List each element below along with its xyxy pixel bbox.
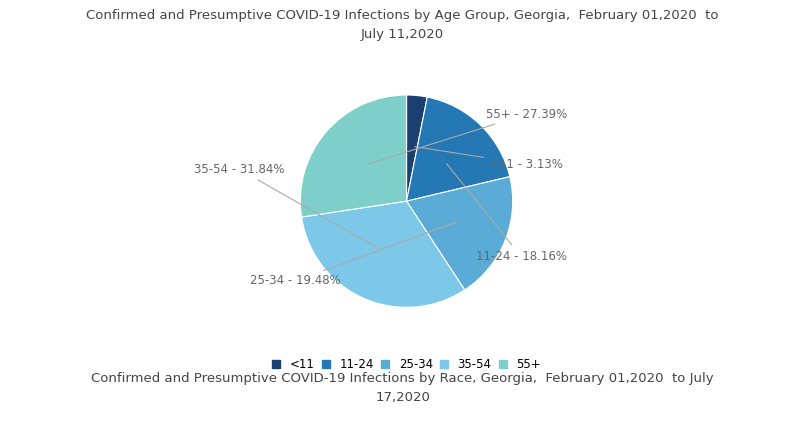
Text: 55+ - 27.39%: 55+ - 27.39% <box>367 107 568 164</box>
Text: 25-34 - 19.48%: 25-34 - 19.48% <box>250 223 455 287</box>
Text: Confirmed and Presumptive COVID-19 Infections by Age Group, Georgia,  February 0: Confirmed and Presumptive COVID-19 Infec… <box>86 9 719 41</box>
Text: 11-24 - 18.16%: 11-24 - 18.16% <box>447 163 567 263</box>
Wedge shape <box>407 177 513 290</box>
Text: 35-54 - 31.84%: 35-54 - 31.84% <box>194 163 382 250</box>
Text: Confirmed and Presumptive COVID-19 Infections by Race, Georgia,  February 01,202: Confirmed and Presumptive COVID-19 Infec… <box>91 372 714 404</box>
Wedge shape <box>302 201 464 307</box>
Legend: <11, 11-24, 25-34, 35-54, 55+: <11, 11-24, 25-34, 35-54, 55+ <box>267 353 546 376</box>
Text: <11 - 3.13%: <11 - 3.13% <box>415 147 564 170</box>
Wedge shape <box>407 97 510 201</box>
Wedge shape <box>300 95 407 217</box>
Wedge shape <box>407 95 427 201</box>
